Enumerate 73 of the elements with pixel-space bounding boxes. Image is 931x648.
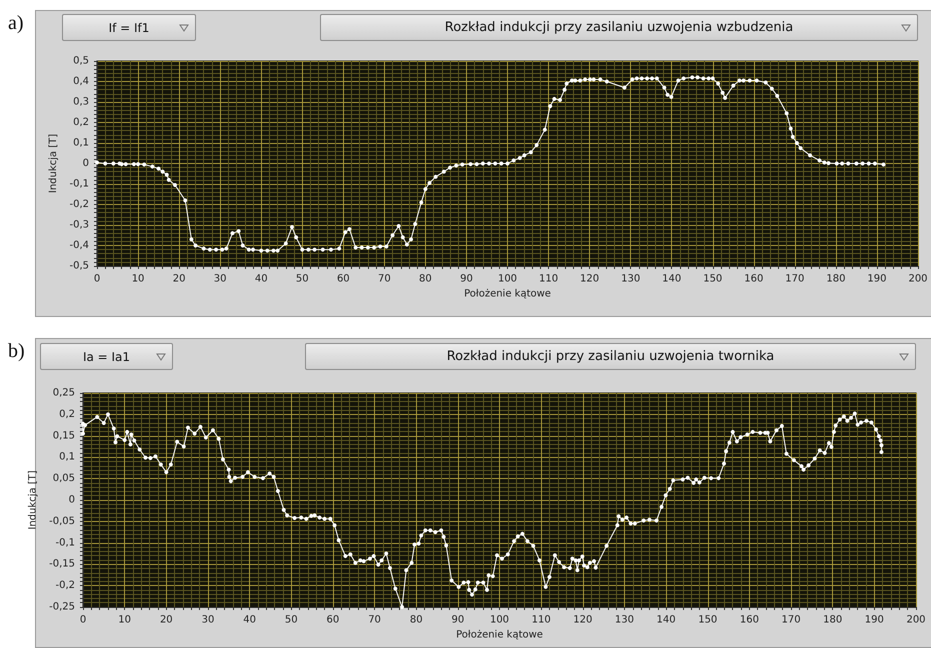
y-tick-label: -0,5 bbox=[69, 260, 89, 272]
x-tick-label: 50 bbox=[284, 614, 298, 626]
y-tick-label: 0,2 bbox=[59, 408, 75, 420]
y-tick-label: -0,2 bbox=[69, 199, 89, 210]
x-tick-label: 200 bbox=[906, 614, 926, 626]
chart-subtitle: Ia = Ia1 bbox=[40, 343, 173, 370]
y-tick-label: -0,25 bbox=[49, 602, 75, 612]
x-tick-label: 200 bbox=[908, 274, 928, 284]
x-tick-label: 130 bbox=[621, 274, 640, 284]
x-tick-label: 90 bbox=[460, 274, 473, 284]
x-tick-label: 50 bbox=[296, 274, 309, 284]
x-tick-label: 110 bbox=[532, 614, 551, 626]
y-tick-label: 0,05 bbox=[52, 473, 75, 484]
x-tick-label: 120 bbox=[573, 614, 592, 626]
y-tick-label: -0,1 bbox=[69, 178, 89, 190]
x-tick-label: 30 bbox=[202, 614, 214, 626]
x-tick-label: 90 bbox=[451, 614, 464, 626]
x-tick-label: 70 bbox=[378, 274, 391, 284]
y-tick-label: 0 bbox=[82, 158, 89, 169]
x-tick-label: 130 bbox=[614, 614, 634, 626]
y-tick-label: 0,1 bbox=[73, 138, 89, 148]
x-tick-label: 0 bbox=[94, 274, 100, 284]
x-tick-label: 190 bbox=[864, 614, 884, 626]
y-tick-label: 0,15 bbox=[52, 430, 75, 442]
x-tick-label: 150 bbox=[703, 274, 722, 284]
chart-subtitle: If = If1 bbox=[62, 14, 196, 41]
x-tick-label: 140 bbox=[662, 274, 682, 284]
y-tick-label: 0 bbox=[68, 494, 75, 506]
x-tick-label: 170 bbox=[782, 614, 801, 626]
y-tick-label: 0,1 bbox=[59, 452, 75, 463]
text: b) bbox=[8, 340, 25, 363]
y-tick-label: 0,2 bbox=[73, 117, 89, 128]
x-tick-label: 100 bbox=[490, 614, 510, 626]
x-tick-label: 40 bbox=[243, 614, 256, 626]
y-tick-label: -0,2 bbox=[55, 580, 75, 592]
x-tick-label: 100 bbox=[498, 274, 518, 284]
x-tick-label: 110 bbox=[539, 274, 558, 284]
y-tick-label: -0,3 bbox=[69, 220, 89, 230]
y-tick-label: 0,3 bbox=[73, 96, 89, 108]
x-tick-label: 140 bbox=[656, 614, 676, 626]
y-tick-label: -0,4 bbox=[69, 240, 89, 251]
x-tick-label: 60 bbox=[326, 614, 340, 626]
x-tick-label: 80 bbox=[419, 274, 432, 284]
x-tick-label: 150 bbox=[698, 614, 718, 626]
x-tick-label: 160 bbox=[744, 274, 764, 284]
x-tick-label: 70 bbox=[368, 614, 381, 626]
x-tick-label: 80 bbox=[410, 614, 423, 626]
y-tick-label: 0,5 bbox=[73, 56, 89, 66]
x-tick-label: 180 bbox=[826, 274, 846, 284]
x-tick-label: 10 bbox=[118, 614, 132, 626]
x-tick-label: 170 bbox=[785, 274, 804, 284]
text: a) bbox=[8, 12, 24, 35]
x-tick-label: 180 bbox=[823, 614, 842, 626]
chart-title: Rozkład indukcji przy zasilaniu uzwojenia wzbudzenia bbox=[320, 14, 918, 41]
chart-title: Rozkład indukcji przy zasilaniu uzwojenia twornika bbox=[305, 343, 916, 370]
x-tick-label: 40 bbox=[254, 274, 268, 284]
y-tick-label: 0,4 bbox=[73, 76, 89, 87]
x-tick-label: 20 bbox=[172, 274, 186, 284]
x-tick-label: 120 bbox=[580, 274, 600, 284]
x-axis-title: Położenie kątowe bbox=[456, 629, 543, 640]
y-tick-label: -0,1 bbox=[55, 537, 75, 548]
x-tick-label: 10 bbox=[132, 274, 144, 284]
y-axis-title: Indukcja [T] bbox=[48, 134, 60, 194]
x-tick-label: 20 bbox=[160, 614, 173, 626]
x-tick-label: 60 bbox=[336, 274, 350, 284]
x-tick-label: 160 bbox=[740, 614, 759, 626]
x-axis-title: Położenie kątowe bbox=[464, 288, 551, 300]
y-axis-title: Indukcja [T] bbox=[28, 470, 39, 530]
x-tick-label: 190 bbox=[867, 274, 886, 284]
y-tick-label: -0,05 bbox=[49, 516, 75, 527]
y-tick-label: -0,15 bbox=[49, 558, 75, 570]
x-tick-label: 30 bbox=[214, 274, 227, 284]
y-tick-label: 0,25 bbox=[52, 388, 75, 398]
